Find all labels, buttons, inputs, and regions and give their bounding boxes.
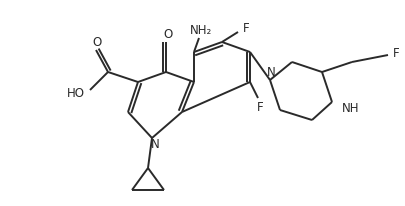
Text: F: F <box>393 47 399 60</box>
Text: NH₂: NH₂ <box>190 23 212 36</box>
Text: N: N <box>151 138 160 151</box>
Text: F: F <box>257 101 263 114</box>
Text: F: F <box>243 21 249 34</box>
Text: O: O <box>163 27 173 41</box>
Text: N: N <box>266 66 275 78</box>
Text: HO: HO <box>67 87 85 99</box>
Text: NH: NH <box>342 102 360 115</box>
Text: O: O <box>92 35 102 48</box>
